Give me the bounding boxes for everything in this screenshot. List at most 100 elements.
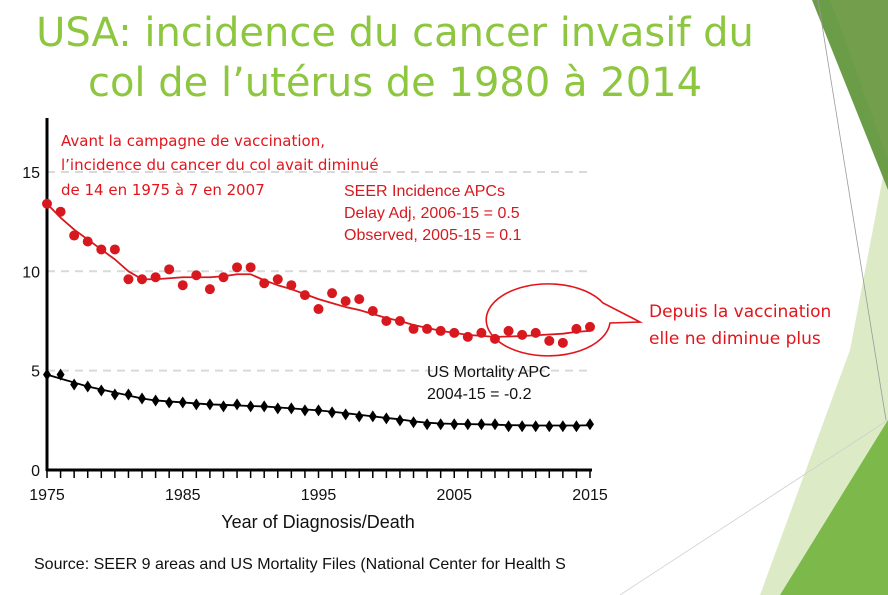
data-point [245,262,256,273]
data-point [571,323,582,334]
data-point [97,384,106,397]
theme-line [817,0,887,421]
data-point [341,408,350,421]
data-point [477,418,486,431]
data-point [123,274,134,285]
data-point [545,420,554,433]
data-point [165,396,174,409]
data-point [56,368,65,381]
data-point [69,230,80,241]
slide-title-line-2: col de l’utérus de 1980 à 2014 [87,60,703,106]
data-point [233,398,242,411]
y-tick-label: 10 [22,264,40,281]
theme-line [619,419,888,595]
data-point [518,420,527,433]
data-point [83,380,92,393]
callout-line: Depuis la vaccination [649,302,831,322]
y-ticks: 0 5 10 15 [22,165,40,480]
data-point [381,315,392,326]
callout-bubble: Depuis la vaccination elle ne diminue pl… [485,283,831,357]
theme-shape-mid-green [780,420,888,595]
data-point [204,284,215,295]
data-point [109,244,120,255]
data-point [192,398,201,411]
data-point [124,388,133,401]
y-tick-label: 5 [31,364,40,381]
callout-line: elle ne diminue plus [649,329,821,349]
annotation-before-vaccination: Avant la campagne de vaccination, l’inci… [61,132,379,199]
x-ticks: 1975 1985 1995 2005 2015 [29,470,608,504]
data-point [585,321,595,332]
data-point [328,406,337,419]
data-point [219,400,228,413]
data-point [490,418,499,431]
source-note: Source: SEER 9 areas and US Mortality Fi… [34,556,566,573]
data-point [422,323,433,334]
data-point [449,327,460,338]
data-point [96,244,107,255]
data-point [287,402,296,415]
series-seer-incidence [42,198,595,348]
data-point [286,280,297,291]
data-point [327,288,338,299]
annotation-line: l’incidence du cancer du col avait dimin… [61,156,379,174]
callout-ellipse [485,283,644,357]
data-point [530,327,541,338]
data-point [517,329,528,340]
y-tick-label: 15 [22,165,40,182]
data-point [218,272,229,283]
data-point [408,323,419,334]
data-point [382,412,391,425]
data-point [259,278,270,289]
data-point [531,420,540,433]
data-point [70,378,79,391]
annotation-line: SEER Incidence APCs [344,183,505,200]
data-point [177,280,188,291]
data-point [409,416,418,429]
data-point [476,327,487,338]
data-point [313,304,324,315]
data-point [423,418,432,431]
annotation-line: Delay Adj, 2006-15 = 0.5 [344,205,520,222]
data-point [178,396,187,409]
data-point [355,410,364,423]
annotation-line: US Mortality APC [427,364,551,381]
data-point [42,198,52,209]
data-point [367,306,378,317]
annotation-seer-apc: SEER Incidence APCs Delay Adj, 2006-15 =… [344,183,522,244]
annotation-line: Observed, 2005-15 = 0.1 [344,227,522,244]
data-point [544,335,555,346]
data-point [503,325,514,336]
x-tick-label: 2005 [436,487,472,504]
data-point [273,402,282,415]
data-point [110,388,119,401]
data-point [462,331,473,342]
data-point [137,274,148,285]
data-point [164,264,175,275]
x-tick-label: 1985 [165,487,201,504]
annotation-line: 2004-15 = -0.2 [427,386,532,403]
data-point [463,418,472,431]
data-point [557,337,568,348]
data-point [138,392,147,405]
data-point [504,420,513,433]
data-point [82,236,93,247]
x-axis-title: Year of Diagnosis/Death [221,512,414,532]
data-point [43,368,51,381]
x-tick-label: 1975 [29,487,65,504]
data-point [314,404,323,417]
data-point [558,420,567,433]
gridlines [47,170,592,372]
data-point [232,262,243,273]
data-point [272,274,283,285]
data-point [435,325,446,336]
annotation-line: de 14 en 1975 à 7 en 2007 [61,181,265,199]
data-point [191,270,202,281]
annotation-line: Avant la campagne de vaccination, [61,132,325,150]
data-point [55,206,66,217]
data-point [354,294,365,305]
x-tick-label: 2015 [572,487,608,504]
data-point [299,290,310,301]
